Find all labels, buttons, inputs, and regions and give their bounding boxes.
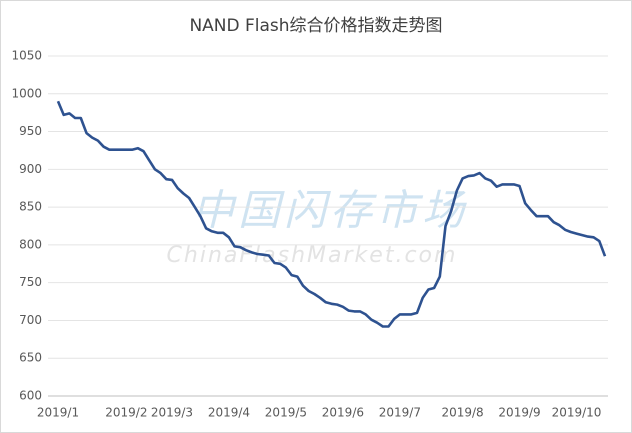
watermark-sub: ChinaFlashMarket.com [167, 243, 458, 268]
y-tick-label: 850 [19, 200, 42, 214]
watermark: 中国闪存市场 [192, 186, 468, 235]
y-tick-label: 1050 [11, 49, 42, 63]
x-tick-label: 2019/7 [379, 406, 421, 420]
x-tick-label: 2019/5 [265, 406, 307, 420]
y-tick-label: 950 [19, 124, 42, 138]
line [56, 100, 607, 328]
chart-title: NAND Flash综合价格指数走势图 [189, 16, 442, 36]
x-tick-label: 2019/1 [37, 406, 79, 420]
x-tick-label: 2019/9 [498, 406, 540, 420]
y-tick-label: 900 [19, 162, 42, 176]
y-tick-label: 700 [19, 313, 42, 327]
y-tick-label: 750 [19, 275, 42, 289]
y-tick-label: 800 [19, 237, 42, 251]
x-tick-label: 2019/8 [441, 406, 483, 420]
y-tick-label: 1000 [11, 86, 42, 100]
y-tick-label: 600 [19, 389, 42, 403]
y-tick-label: 650 [19, 351, 42, 365]
x-tick-label: 2019/10 [552, 406, 602, 420]
x-tick-label: 2019/6 [322, 406, 364, 420]
x-tick-label: 2019/3 [151, 406, 193, 420]
x-tick-label: 2019/2 [105, 406, 147, 420]
x-tick-label: 2019/4 [208, 406, 250, 420]
